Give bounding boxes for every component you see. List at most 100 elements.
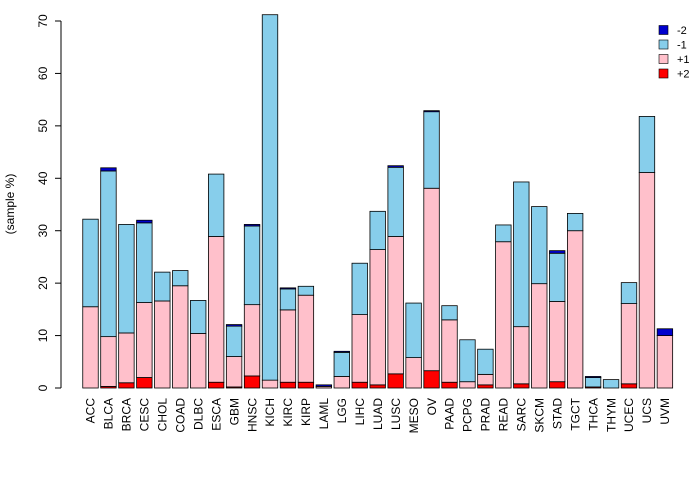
x-tick-label-ucec: UCEC: [622, 398, 636, 432]
x-tick-label-kich: KICH: [263, 398, 277, 427]
bar-segment-hnsc-minus2: [243, 224, 261, 227]
y-tick-label: 70: [36, 14, 50, 28]
bar-segment-paad-minus1: [441, 305, 458, 321]
bar-segment-kirp-minus1: [297, 285, 315, 296]
bar-segment-ucec-plus1: [620, 303, 638, 385]
y-tick-label: 60: [36, 66, 50, 80]
bar-segment-skcm-minus1: [531, 206, 548, 285]
bar-segment-prad-plus2: [477, 384, 494, 389]
bar-segment-ov-plus1: [423, 187, 440, 372]
bar-segment-blca-plus1: [100, 336, 117, 387]
x-tick-label-sarc: SARC: [515, 398, 529, 432]
bar-segment-gbm-plus1: [225, 356, 243, 388]
bar-segment-chol-minus1: [154, 271, 171, 302]
bar-segment-meso-plus1: [405, 357, 422, 389]
bar-segment-lgg-plus1: [333, 376, 350, 389]
bar-segment-brca-plus1: [118, 332, 135, 384]
x-tick-label-laml: LAML: [317, 398, 331, 430]
x-tick-label-prad: PRAD: [479, 398, 493, 432]
legend: -2 -1 +1 +2: [658, 25, 690, 80]
bar-segment-kirp-plus2: [297, 381, 315, 389]
y-tick-label: 0: [36, 384, 50, 391]
bar-segment-lgg-minus2: [333, 350, 350, 353]
bar-segment-lihc-plus2: [351, 381, 368, 389]
x-tick-label-ov: OV: [425, 398, 439, 415]
bar-segment-read-minus1: [495, 224, 512, 243]
x-tick-label-tgct: TGCT: [568, 397, 582, 430]
legend-swatch: [658, 25, 669, 35]
bar-segment-coad-minus1: [172, 270, 189, 287]
bar-segment-laml-minus2: [315, 384, 333, 387]
bar-segment-ucs-minus1: [638, 116, 656, 173]
bar-segment-cesc-plus2: [136, 377, 153, 389]
y-tick-label: 40: [36, 171, 50, 185]
bar-segment-kirc-minus2: [279, 287, 297, 290]
bar-segment-dlbc-plus1: [190, 333, 207, 389]
bar-segment-ov-minus2: [423, 110, 440, 113]
bar-segment-pcpg-plus1: [459, 381, 476, 389]
bar-segment-read-plus1: [495, 241, 512, 389]
bar-segment-paad-plus1: [441, 319, 458, 383]
bar-segment-prad-plus1: [477, 373, 494, 386]
legend-swatch: [658, 39, 669, 50]
y-tick-label: 30: [36, 224, 50, 238]
bar-segment-stad-minus1: [549, 252, 566, 302]
bar-segment-lusc-plus1: [387, 236, 404, 375]
bar-segment-sarc-plus2: [513, 383, 530, 389]
x-tick-label-skcm: SKCM: [532, 398, 546, 433]
x-tick-label-paad: PAAD: [443, 398, 457, 430]
bar-segment-ucec-minus1: [620, 282, 638, 304]
x-tick-label-lihc: LIHC: [353, 398, 367, 426]
bar-segment-pcpg-minus1: [459, 339, 476, 383]
legend-label: -1: [677, 39, 687, 51]
bar-segment-hnsc-plus1: [243, 304, 261, 377]
bar-segment-esca-minus1: [207, 173, 225, 237]
bar-segment-lusc-minus2: [387, 165, 404, 168]
x-tick-label-hnsc: HNSC: [245, 398, 259, 432]
bar-segment-luad-minus1: [369, 210, 386, 250]
y-tick-label: 20: [36, 276, 50, 290]
bar-segment-uvm-minus2: [656, 328, 674, 336]
bar-segment-prad-minus1: [477, 348, 494, 375]
bar-segment-blca-minus2: [100, 167, 117, 172]
x-tick-label-meso: MESO: [407, 398, 421, 433]
bars-group: [82, 14, 674, 389]
y-tick-label: 50: [36, 119, 50, 133]
bar-segment-luad-plus1: [369, 249, 386, 386]
x-tick-label-coad: COAD: [173, 398, 187, 433]
legend-label: +2: [677, 68, 690, 80]
bar-segment-thym-minus1: [602, 379, 620, 389]
x-tick-label-pcpg: PCPG: [461, 398, 475, 432]
bar-segment-tgct-minus1: [567, 213, 584, 232]
bar-segment-ov-minus1: [423, 111, 440, 189]
bar-segment-ucs-plus1: [638, 172, 656, 389]
bar-segment-lihc-minus1: [351, 262, 368, 316]
bar-segment-skcm-plus1: [531, 283, 548, 389]
bar-segment-brca-minus1: [118, 224, 135, 334]
bar-segment-sarc-plus1: [513, 326, 530, 385]
x-tick-label-lgg: LGG: [335, 398, 349, 423]
bar-segment-kich-plus1: [261, 379, 279, 389]
legend-label: +1: [677, 54, 690, 66]
x-tick-label-gbm: GBM: [227, 398, 241, 425]
y-tick-label: 10: [36, 329, 50, 343]
x-tick-label-stad: STAD: [550, 398, 564, 429]
bar-segment-cesc-plus1: [136, 302, 153, 378]
bar-segment-stad-plus2: [549, 381, 566, 389]
x-tick-label-kirp: KIRP: [299, 398, 313, 426]
bar-segment-luad-plus2: [369, 384, 386, 389]
x-tick-label-thca: THCA: [586, 398, 600, 431]
bar-segment-coad-plus1: [172, 285, 189, 389]
legend-swatch: [658, 68, 669, 79]
bar-segment-lihc-plus1: [351, 314, 368, 383]
bar-segment-stad-minus2: [549, 250, 566, 254]
x-tick-label-blca: BLCA: [102, 398, 116, 429]
bar-segment-cesc-minus2: [136, 219, 153, 224]
bar-segment-lgg-minus1: [333, 351, 350, 377]
bar-segment-acc-plus1: [82, 306, 99, 389]
bar-segment-gbm-minus1: [225, 325, 243, 357]
bar-segment-brca-plus2: [118, 382, 135, 389]
legend-label: -2: [677, 25, 687, 37]
bar-segment-lusc-plus2: [387, 373, 404, 389]
